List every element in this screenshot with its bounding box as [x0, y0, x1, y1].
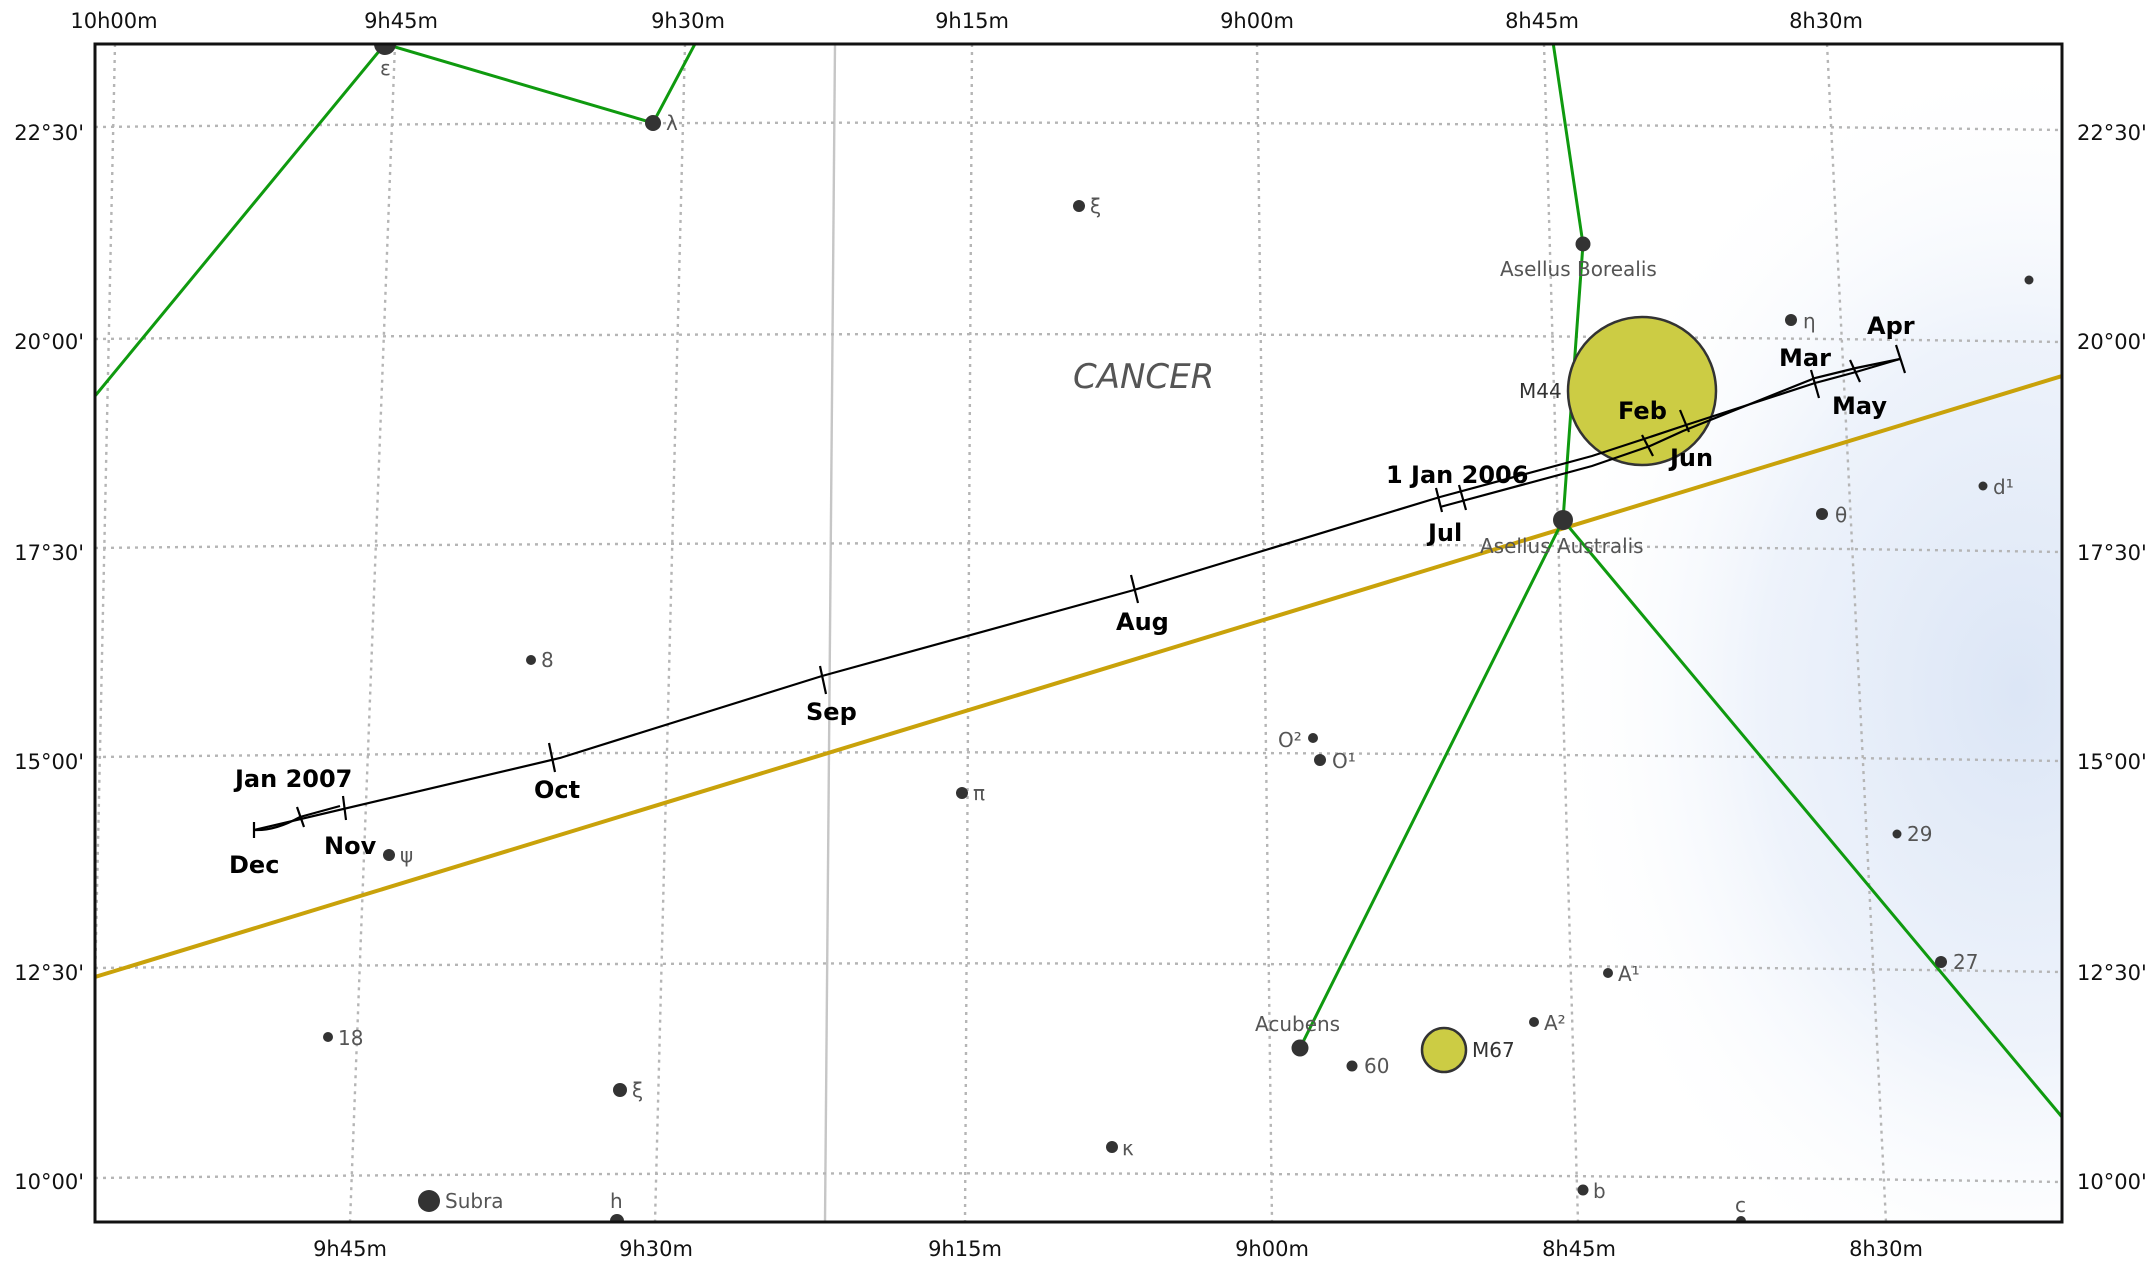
svg-text:22°30': 22°30' — [2077, 121, 2147, 145]
svg-text:9h00m: 9h00m — [1235, 1237, 1309, 1261]
svg-text:9h15m: 9h15m — [928, 1237, 1002, 1261]
ra-grid — [95, 44, 1888, 1222]
dec-grid — [95, 121, 2062, 1184]
svg-text:Acubens: Acubens — [1255, 1012, 1340, 1036]
svg-text:ε: ε — [380, 56, 391, 80]
svg-text:9h00m: 9h00m — [1220, 9, 1294, 33]
svg-text:Aug: Aug — [1116, 608, 1169, 636]
svg-text:Mar: Mar — [1779, 344, 1831, 372]
svg-text:29: 29 — [1907, 822, 1932, 846]
svg-text:ξ: ξ — [1090, 194, 1101, 218]
milky-way-glow — [1200, 44, 2062, 1222]
svg-text:9h45m: 9h45m — [313, 1237, 387, 1261]
svg-text:1 Jan 2006: 1 Jan 2006 — [1386, 461, 1528, 489]
svg-text:Jan 2007: Jan 2007 — [233, 765, 352, 793]
svg-text:λ: λ — [666, 111, 678, 135]
m44-label: M44 — [1519, 379, 1562, 403]
svg-text:ξ: ξ — [632, 1078, 643, 1102]
svg-text:Subra: Subra — [445, 1189, 504, 1213]
svg-text:h: h — [610, 1189, 623, 1213]
svg-text:9h30m: 9h30m — [619, 1237, 693, 1261]
svg-text:17°30': 17°30' — [2077, 541, 2147, 565]
ra-top-labels: 10h00m 9h45m 9h30m 9h15m 9h00m 8h45m 8h3… — [70, 9, 1863, 33]
svg-text:27: 27 — [1953, 950, 1978, 974]
m44-cluster[interactable] — [1566, 315, 1718, 467]
svg-text:10h00m: 10h00m — [70, 9, 157, 33]
svg-text:O¹: O¹ — [1332, 749, 1356, 773]
svg-text:Sep: Sep — [806, 698, 857, 726]
svg-text:15°00': 15°00' — [2077, 750, 2147, 774]
svg-text:9h15m: 9h15m — [935, 9, 1009, 33]
svg-text:9h45m: 9h45m — [364, 9, 438, 33]
svg-text:12°30': 12°30' — [2077, 961, 2147, 985]
svg-text:θ: θ — [1835, 503, 1847, 527]
svg-text:9h30m: 9h30m — [651, 9, 725, 33]
svg-text:18: 18 — [338, 1026, 363, 1050]
svg-text:η: η — [1803, 309, 1816, 333]
svg-text:Jun: Jun — [1668, 444, 1713, 472]
m67-label: M67 — [1472, 1038, 1515, 1062]
svg-text:Asellus Borealis: Asellus Borealis — [1500, 257, 1657, 281]
svg-text:20°00': 20°00' — [14, 330, 84, 354]
svg-text:ψ: ψ — [400, 843, 413, 867]
svg-text:8h30m: 8h30m — [1849, 1237, 1923, 1261]
svg-text:12°30': 12°30' — [14, 961, 84, 985]
m67-cluster[interactable] — [1420, 1026, 1468, 1074]
svg-text:8h45m: 8h45m — [1505, 9, 1579, 33]
ra-bottom-labels: 9h45m 9h30m 9h15m 9h00m 8h45m 8h30m — [313, 1237, 1923, 1261]
svg-text:Apr: Apr — [1867, 312, 1915, 340]
svg-text:Nov: Nov — [324, 832, 377, 860]
chart-frame — [93, 42, 2064, 1224]
svg-text:π: π — [973, 781, 985, 805]
svg-text:10°00': 10°00' — [14, 1170, 84, 1194]
dec-right-labels: 22°30' 20°00' 17°30' 15°00' 12°30' 10°00… — [2077, 121, 2147, 1194]
svg-text:May: May — [1832, 392, 1887, 420]
svg-text:d¹: d¹ — [1993, 475, 2014, 499]
svg-text:b: b — [1593, 1179, 1606, 1203]
dec-left-labels: 22°30' 20°00' 17°30' 15°00' 12°30' 10°00… — [14, 121, 84, 1194]
star-labels: ε λ ξ Asellus Borealis η d¹ θ Asellus Au… — [338, 56, 2014, 1217]
svg-text:κ: κ — [1122, 1136, 1134, 1160]
path-ticks — [252, 344, 1907, 838]
svg-text:c: c — [1735, 1193, 1746, 1217]
svg-text:A¹: A¹ — [1618, 962, 1640, 986]
svg-text:Dec: Dec — [229, 851, 279, 879]
svg-text:Jul: Jul — [1426, 519, 1462, 547]
svg-text:8: 8 — [541, 648, 554, 672]
svg-text:15°00': 15°00' — [14, 750, 84, 774]
ecliptic-line — [95, 374, 2062, 979]
svg-text:8h45m: 8h45m — [1542, 1237, 1616, 1261]
svg-text:20°00': 20°00' — [2077, 330, 2147, 354]
path-date-labels: 1 Jan 2006 Feb Mar Apr May Jun Jul Aug S… — [229, 312, 1915, 879]
svg-text:Feb: Feb — [1618, 397, 1667, 425]
svg-text:17°30': 17°30' — [14, 541, 84, 565]
svg-text:60: 60 — [1364, 1054, 1389, 1078]
stars — [323, 44, 2034, 1222]
svg-text:22°30': 22°30' — [14, 121, 84, 145]
svg-text:O²: O² — [1278, 728, 1302, 752]
svg-text:Oct: Oct — [534, 776, 580, 804]
svg-text:Asellus Australis: Asellus Australis — [1480, 534, 1644, 558]
svg-text:10°00': 10°00' — [2077, 1170, 2147, 1194]
svg-text:8h30m: 8h30m — [1789, 9, 1863, 33]
constellation-name: CANCER — [1073, 357, 1214, 397]
svg-text:A²: A² — [1544, 1011, 1566, 1035]
